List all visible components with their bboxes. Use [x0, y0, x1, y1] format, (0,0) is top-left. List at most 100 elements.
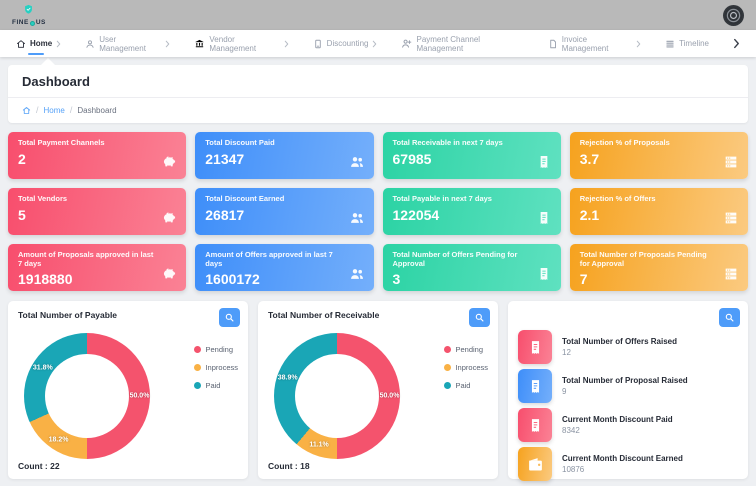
stat-card: Total Number of Proposals Pending for Ap…: [569, 244, 748, 291]
stat-label: Total Receivable in next 7 days: [392, 138, 503, 147]
slice-percent-label: 50.0%: [379, 392, 400, 400]
user-avatar[interactable]: [723, 4, 744, 26]
nav-item-invoice-management[interactable]: Invoice Management: [548, 30, 641, 57]
summary-rows: Total Number of Offers Raised 12 Total N…: [518, 330, 738, 481]
zoom-button[interactable]: [469, 308, 490, 327]
user-plus-icon: [401, 38, 412, 49]
receipt-icon: [536, 266, 552, 282]
stat-value: 2: [18, 150, 26, 167]
stat-value: 5: [18, 206, 26, 223]
nav-item-user-management[interactable]: User Management: [85, 30, 170, 57]
summary-label: Current Month Discount Earned: [562, 453, 683, 463]
brand-dot-icon: [29, 21, 35, 26]
header-divider: [8, 97, 748, 98]
legend-label: Pending: [205, 345, 233, 354]
stat-value: 67985: [392, 150, 432, 167]
count-label: Count : 18: [268, 461, 310, 471]
legend-item[interactable]: Inprocess: [444, 363, 488, 372]
file-icon: [548, 39, 558, 49]
summary-label: Total Number of Proposal Raised: [562, 375, 688, 385]
stat-label: Total Discount Earned: [205, 194, 285, 203]
piggy-bank-icon: [161, 154, 177, 170]
stat-value: 3: [392, 271, 401, 288]
summary-value: 10876: [562, 465, 585, 475]
summary-panel: Total Number of Offers Raised 12 Total N…: [508, 301, 748, 481]
stat-card: Total Payable in next 7 days 122054: [382, 188, 561, 235]
legend-item[interactable]: Paid: [444, 381, 488, 390]
piggy-bank-icon: [161, 266, 177, 282]
zoom-button[interactable]: [219, 308, 240, 327]
stat-card: Amount of Proposals approved in last 7 d…: [8, 244, 187, 291]
legend-item[interactable]: Inprocess: [194, 363, 238, 372]
nav-overflow-chevron[interactable]: [733, 38, 740, 49]
stat-value: 21347: [205, 150, 245, 167]
legend-label: Inprocess: [205, 363, 238, 372]
breadcrumb-home-icon[interactable]: [22, 106, 31, 115]
receipt-tile: [518, 408, 552, 442]
stat-label: Total Payment Channels: [18, 138, 105, 147]
legend-dot-pending: [444, 346, 452, 353]
stat-value: 7: [579, 271, 588, 288]
page-title: Dashboard: [22, 74, 90, 89]
payable-donut-chart[interactable]: 50.0% 18.2% 31.8%: [24, 333, 150, 459]
stat-label: Total Number of Offers Pending for Appro…: [392, 250, 518, 268]
topbar: FINE US: [0, 0, 756, 30]
stats-grid: Total Payment Channels 2 Total Discount …: [8, 132, 748, 291]
user-icon: [85, 39, 95, 49]
stat-label: Total Vendors: [18, 194, 68, 203]
book-icon: [313, 39, 323, 49]
nav-item-discounting[interactable]: Discounting: [313, 30, 378, 57]
nav-item-payment-channel-management[interactable]: Payment Channel Management: [401, 30, 523, 57]
server-stack-icon: [723, 154, 739, 170]
nav-item-timeline[interactable]: Timeline: [665, 30, 709, 57]
stat-card: Total Discount Paid 21347: [195, 132, 374, 179]
magnifier-icon: [474, 312, 485, 323]
summary-item: Total Number of Proposal Raised 9: [518, 369, 738, 403]
receipt-tile: [518, 330, 552, 364]
list-icon: [665, 39, 675, 49]
stat-card: Total Vendors 5: [8, 188, 187, 235]
slice-percent-label: 18.2%: [48, 436, 69, 444]
slice-percent-label: 38.9%: [277, 374, 298, 382]
legend-dot-paid: [444, 382, 452, 389]
stat-card: Total Discount Earned 26817: [195, 188, 374, 235]
nav-label: User Management: [99, 34, 146, 53]
summary-value: 9: [562, 387, 567, 397]
stat-card: Total Receivable in next 7 days 67985: [382, 132, 561, 179]
users-icon: [349, 210, 365, 226]
legend-label: Paid: [205, 381, 221, 390]
legend-dot-paid: [194, 382, 202, 389]
zoom-button[interactable]: [719, 308, 740, 327]
wallet-icon: [527, 456, 544, 473]
chevron-right-icon: [733, 38, 740, 49]
breadcrumb-current: Dashboard: [77, 105, 117, 115]
breadcrumb-separator: /: [69, 105, 73, 115]
nav-label: Timeline: [679, 39, 709, 48]
slice-percent-label: 31.8%: [32, 364, 53, 372]
chart-title: Total Number of Receivable: [268, 310, 380, 320]
server-stack-icon: [723, 266, 739, 282]
breadcrumb-separator: /: [36, 105, 39, 115]
piggy-bank-icon: [161, 210, 177, 226]
payable-chart-panel: Total Number of Payable 50.0% 18.2% 31.8% …: [8, 301, 248, 479]
stat-value: 1918880: [18, 271, 73, 288]
stat-label: Rejection % of Proposals: [579, 138, 670, 147]
stat-card: Rejection % of Offers 2.1: [569, 188, 748, 235]
brand-logo[interactable]: FINE US: [12, 3, 46, 27]
legend-item[interactable]: Pending: [194, 345, 238, 354]
chart-title: Total Number of Payable: [18, 310, 118, 320]
legend-label: Inprocess: [455, 363, 488, 372]
nav-item-vendor-management[interactable]: Vendor Management: [194, 30, 288, 57]
breadcrumb-home-link[interactable]: Home: [43, 105, 65, 115]
users-icon: [349, 154, 365, 170]
receivable-donut-chart[interactable]: 50.0% 11.1% 38.9%: [274, 333, 400, 459]
chevron-right-icon: [165, 40, 170, 48]
nav-label: Vendor Management: [209, 34, 257, 53]
receipt-icon: [527, 417, 544, 434]
summary-value: 12: [562, 348, 571, 358]
nav-item-home[interactable]: Home: [16, 30, 61, 57]
slice-percent-label: 50.0%: [129, 392, 150, 400]
legend-item[interactable]: Pending: [444, 345, 488, 354]
legend-item[interactable]: Paid: [194, 381, 238, 390]
